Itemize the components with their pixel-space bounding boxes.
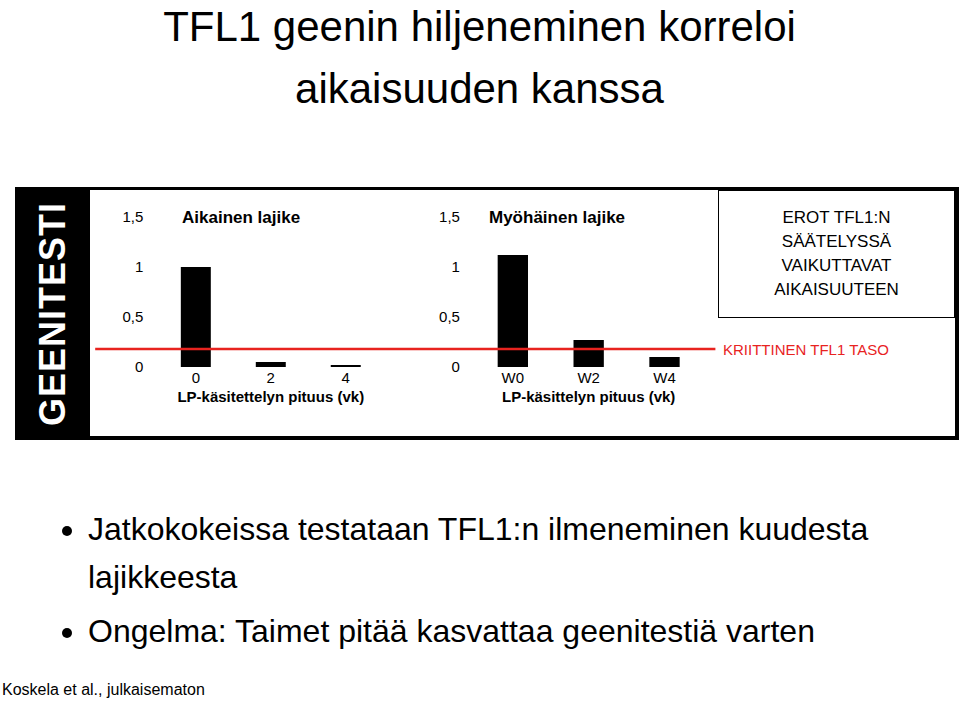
svg-text:Aikainen lajike: Aikainen lajike [182, 208, 300, 227]
html-text:Ongelma: Taimet pitää kasvatta: Ongelma: Taimet pitää kasvattaa geenites… [88, 613, 815, 649]
svg-text:4: 4 [342, 369, 350, 386]
svg-text:0: 0 [192, 369, 200, 386]
html-text:VAIKUTTAVAT: VAIKUTTAVAT [781, 256, 892, 275]
svg-text:0: 0 [452, 358, 460, 375]
svg-text:LP-käsittelyn pituus (vk): LP-käsittelyn pituus (vk) [502, 388, 675, 405]
svg-text:KRIITTINEN TFL1 TASO: KRIITTINEN TFL1 TASO [723, 341, 889, 358]
svg-text:Myöhäinen lajike: Myöhäinen lajike [489, 208, 625, 227]
html-text:Jatkokokeissa testataan TFL1:n: Jatkokokeissa testataan TFL1:n ilmenemin… [88, 511, 869, 595]
svg-text:1: 1 [135, 258, 143, 275]
html-text:SÄÄTELYSSÄ: SÄÄTELYSSÄ [781, 232, 892, 251]
html-text:GEENITESTI: GEENITESTI [31, 201, 73, 426]
svg-text:0,5: 0,5 [122, 308, 143, 325]
svg-text:W0: W0 [502, 369, 524, 386]
html-text:TFL1 geenin hiljeneminen korre: TFL1 geenin hiljeneminen korreloi [163, 3, 796, 50]
svg-text:LP-käsitettelyn pituus (vk): LP-käsitettelyn pituus (vk) [177, 388, 364, 405]
svg-text:0: 0 [135, 358, 143, 375]
svg-text:0,5: 0,5 [439, 308, 460, 325]
svg-text:1,5: 1,5 [122, 208, 143, 225]
svg-text:1,5: 1,5 [439, 208, 460, 225]
svg-text:W4: W4 [653, 369, 676, 386]
html-text:AIKAISUUTEEN: AIKAISUUTEEN [774, 280, 899, 299]
html-text:EROT TFL1:N: EROT TFL1:N [782, 208, 891, 227]
svg-text:W2: W2 [577, 369, 600, 386]
html-text:Koskela et al., julkaisematon: Koskela et al., julkaisematon [2, 681, 205, 698]
svg-text:1: 1 [452, 258, 460, 275]
svg-text:2: 2 [267, 369, 275, 386]
html-text:aikaisuuden kanssa: aikaisuuden kanssa [295, 65, 664, 112]
